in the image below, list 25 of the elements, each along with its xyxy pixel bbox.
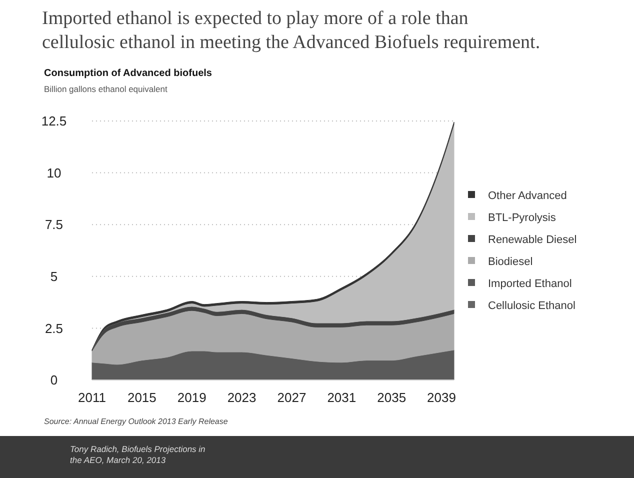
y-tick-label: 10	[46, 165, 62, 180]
y-axis-title: Billion gallons ethanol equivalent	[44, 84, 168, 94]
legend-label: Other Advanced	[488, 190, 567, 202]
x-tick-label: 2015	[127, 390, 156, 405]
y-tick-label: 12.5	[41, 114, 67, 129]
x-tick-label: 2027	[277, 390, 306, 405]
text: Tony Radich, Biofuels Projections in the AEO, March 20, 2013	[70, 444, 206, 465]
x-tick-label: 2023	[227, 390, 256, 405]
chart-subtitle: Consumption of Advanced biofuels	[44, 68, 212, 79]
legend-label: Renewable Diesel	[488, 234, 577, 246]
source-note: Source: Annual Energy Outlook 2013 Early Release	[44, 417, 228, 426]
x-tick-label: 2039	[427, 390, 456, 405]
y-tick-label: 5	[50, 268, 58, 284]
legend-label: Biodiesel	[488, 256, 533, 268]
y-tick-label: 0	[50, 372, 58, 388]
y-tick-label: 2.5	[44, 320, 64, 336]
legend-label: Cellulosic Ethanol	[488, 300, 576, 312]
x-tick-label: 2011	[78, 390, 106, 405]
y-tick-label: 7.5	[44, 217, 64, 232]
chart-title: Imported ethanol is expected to play more of a role than cellulosic ethanol in meeting the Advanced Biofuels requirement.	[42, 8, 540, 53]
x-tick-label: 2031	[327, 390, 356, 405]
x-tick-label: 2019	[177, 390, 206, 405]
x-tick-label: 2035	[377, 390, 406, 405]
legend-label: Imported Ethanol	[488, 278, 572, 290]
legend-label: BTL-Pyrolysis	[488, 212, 556, 224]
